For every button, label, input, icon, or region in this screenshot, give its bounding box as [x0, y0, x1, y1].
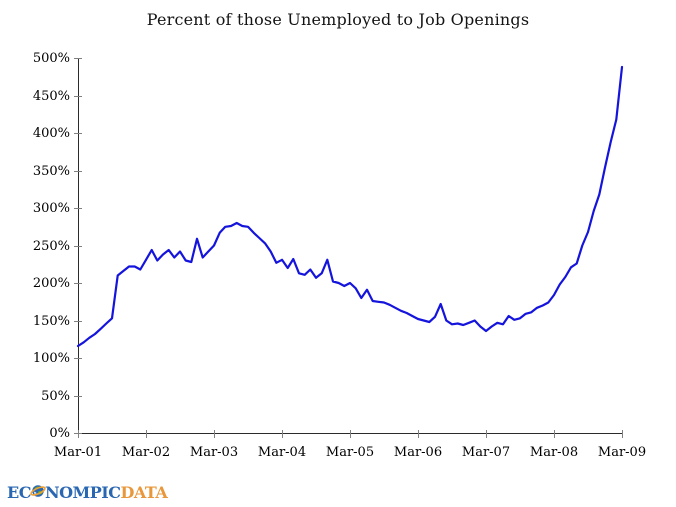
x-tick-label: Mar-02	[121, 445, 171, 460]
x-tick-label: Mar-07	[461, 445, 511, 460]
y-tick-label: 500%	[32, 51, 70, 66]
y-tick-label: 300%	[32, 201, 70, 216]
logo-text-data: DATA	[120, 482, 168, 502]
x-tick-label: Mar-01	[53, 445, 103, 460]
x-tick-label: Mar-05	[325, 445, 375, 460]
logo-text-ec: EC	[7, 482, 31, 502]
logo-text-nompic: NOMPIC	[44, 482, 121, 502]
econompic-logo: EC NOMPIC DATA	[7, 482, 168, 502]
x-tick-label: Mar-04	[257, 445, 307, 460]
x-tick-label: Mar-08	[529, 445, 579, 460]
y-tick-label: 150%	[32, 313, 70, 329]
y-tick-label: 200%	[32, 276, 70, 291]
data-line-unemployed-to-openings	[76, 65, 624, 348]
y-tick-label: 50%	[41, 388, 70, 404]
x-tick-label: Mar-06	[393, 445, 443, 460]
globe-icon	[30, 482, 46, 502]
y-tick-label: 250%	[32, 238, 70, 254]
y-tick-label: 100%	[32, 351, 70, 366]
x-tick-label: Mar-03	[189, 445, 239, 460]
y-tick-label: 450%	[32, 88, 70, 104]
y-tick-label: 400%	[32, 126, 70, 141]
x-tick-label: Mar-09	[597, 445, 647, 460]
chart-title: Percent of those Unemployed to Job Openi…	[146, 10, 530, 29]
y-tick-label: 0%	[49, 426, 70, 441]
y-tick-label: 350%	[32, 163, 70, 179]
